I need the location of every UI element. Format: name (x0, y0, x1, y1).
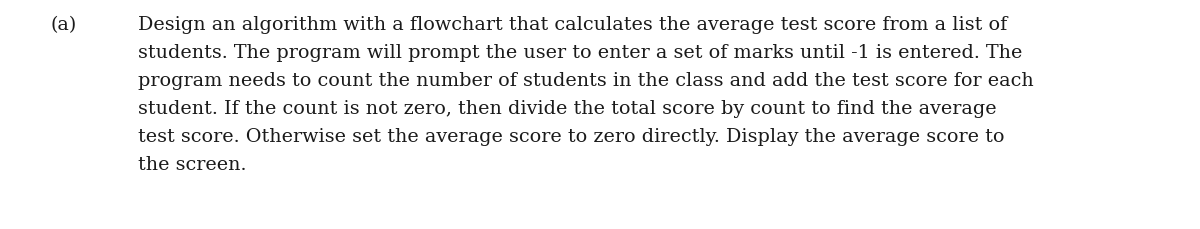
Text: Design an algorithm with a flowchart that calculates the average test score from: Design an algorithm with a flowchart tha… (138, 16, 1033, 174)
Text: (a): (a) (50, 16, 77, 34)
